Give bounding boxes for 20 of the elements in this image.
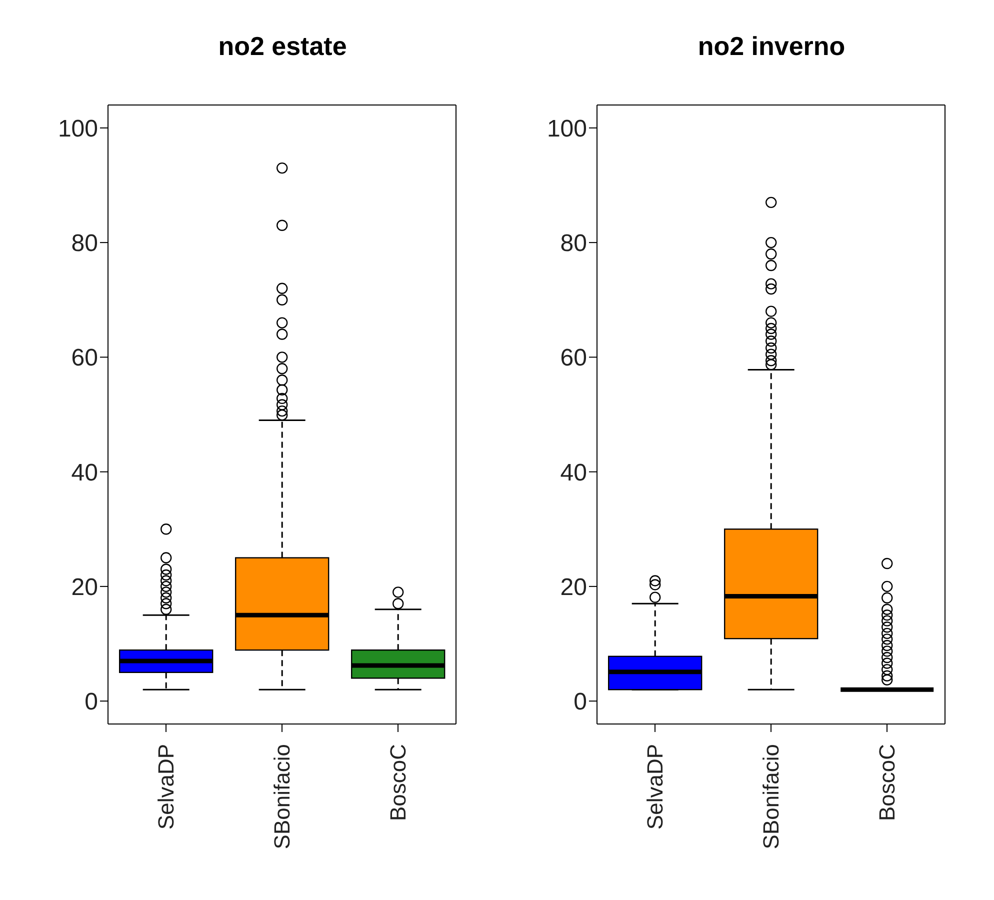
y-tick-label: 60: [71, 344, 98, 372]
x-tick-label: BoscoC: [874, 744, 900, 822]
y-tick-label: 100: [58, 115, 98, 142]
chart-title: no2 estate: [217, 30, 348, 62]
y-tick-label: 80: [71, 230, 98, 258]
y-tick-label: 100: [546, 115, 587, 142]
y-tick-label: 80: [560, 230, 587, 258]
y-tick-label: 40: [71, 459, 98, 486]
y-tick-label: 0: [84, 688, 98, 716]
y-tick-label: 20: [71, 574, 98, 601]
x-tick-label: SBonifacio: [270, 744, 294, 850]
y-tick-label: 40: [560, 459, 587, 486]
x-tick-label: BoscoC: [386, 744, 410, 822]
y-tick-label: 60: [560, 344, 587, 372]
x-tick-label: SBonifacio: [758, 744, 784, 850]
chart-title: no2 inverno: [696, 30, 846, 62]
y-tick-label: 0: [574, 688, 587, 716]
x-tick-label: SelvaDP: [154, 744, 178, 830]
y-tick-label: 20: [560, 574, 587, 601]
x-tick-label: SelvaDP: [642, 744, 668, 830]
